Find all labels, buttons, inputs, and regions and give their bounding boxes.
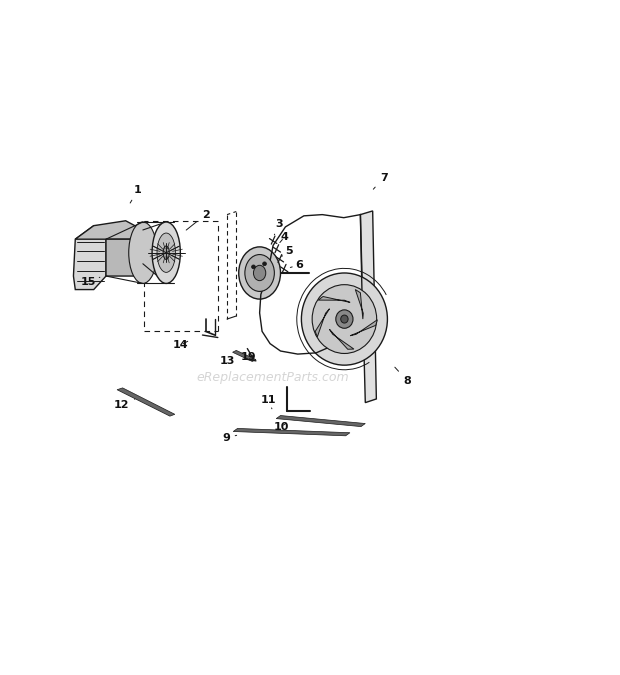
Polygon shape — [276, 416, 365, 427]
Polygon shape — [360, 211, 376, 402]
Polygon shape — [232, 350, 256, 362]
Polygon shape — [106, 230, 143, 276]
Ellipse shape — [239, 247, 280, 299]
Text: 2: 2 — [186, 210, 210, 230]
Ellipse shape — [254, 265, 266, 281]
Ellipse shape — [252, 265, 255, 269]
Text: 15: 15 — [81, 277, 100, 287]
Polygon shape — [355, 290, 363, 319]
Polygon shape — [318, 296, 350, 302]
Text: 19: 19 — [241, 352, 256, 362]
Text: 9: 9 — [222, 433, 237, 443]
Ellipse shape — [152, 222, 180, 284]
Ellipse shape — [129, 222, 157, 284]
Polygon shape — [315, 308, 329, 337]
Ellipse shape — [245, 254, 275, 292]
Polygon shape — [233, 429, 350, 436]
Polygon shape — [350, 320, 378, 335]
Polygon shape — [117, 388, 175, 416]
Text: 3: 3 — [275, 219, 283, 235]
Text: 5: 5 — [281, 246, 293, 256]
Ellipse shape — [263, 262, 267, 265]
Text: 12: 12 — [113, 399, 135, 410]
Text: 4: 4 — [280, 232, 288, 242]
Text: 7: 7 — [373, 173, 388, 189]
Ellipse shape — [163, 246, 169, 259]
Text: 13: 13 — [219, 356, 235, 366]
Ellipse shape — [301, 273, 388, 365]
Ellipse shape — [336, 310, 353, 328]
Text: 1: 1 — [130, 185, 142, 203]
Text: 14: 14 — [173, 340, 188, 350]
Text: eReplacementParts.com: eReplacementParts.com — [197, 371, 350, 384]
Text: 6: 6 — [290, 260, 303, 270]
Ellipse shape — [157, 233, 175, 273]
Polygon shape — [329, 329, 354, 349]
Text: 8: 8 — [395, 367, 411, 385]
Ellipse shape — [312, 285, 377, 354]
Ellipse shape — [341, 315, 348, 323]
Text: 11: 11 — [260, 395, 276, 409]
Polygon shape — [73, 225, 106, 290]
Text: 10: 10 — [273, 422, 289, 431]
Polygon shape — [75, 221, 143, 239]
